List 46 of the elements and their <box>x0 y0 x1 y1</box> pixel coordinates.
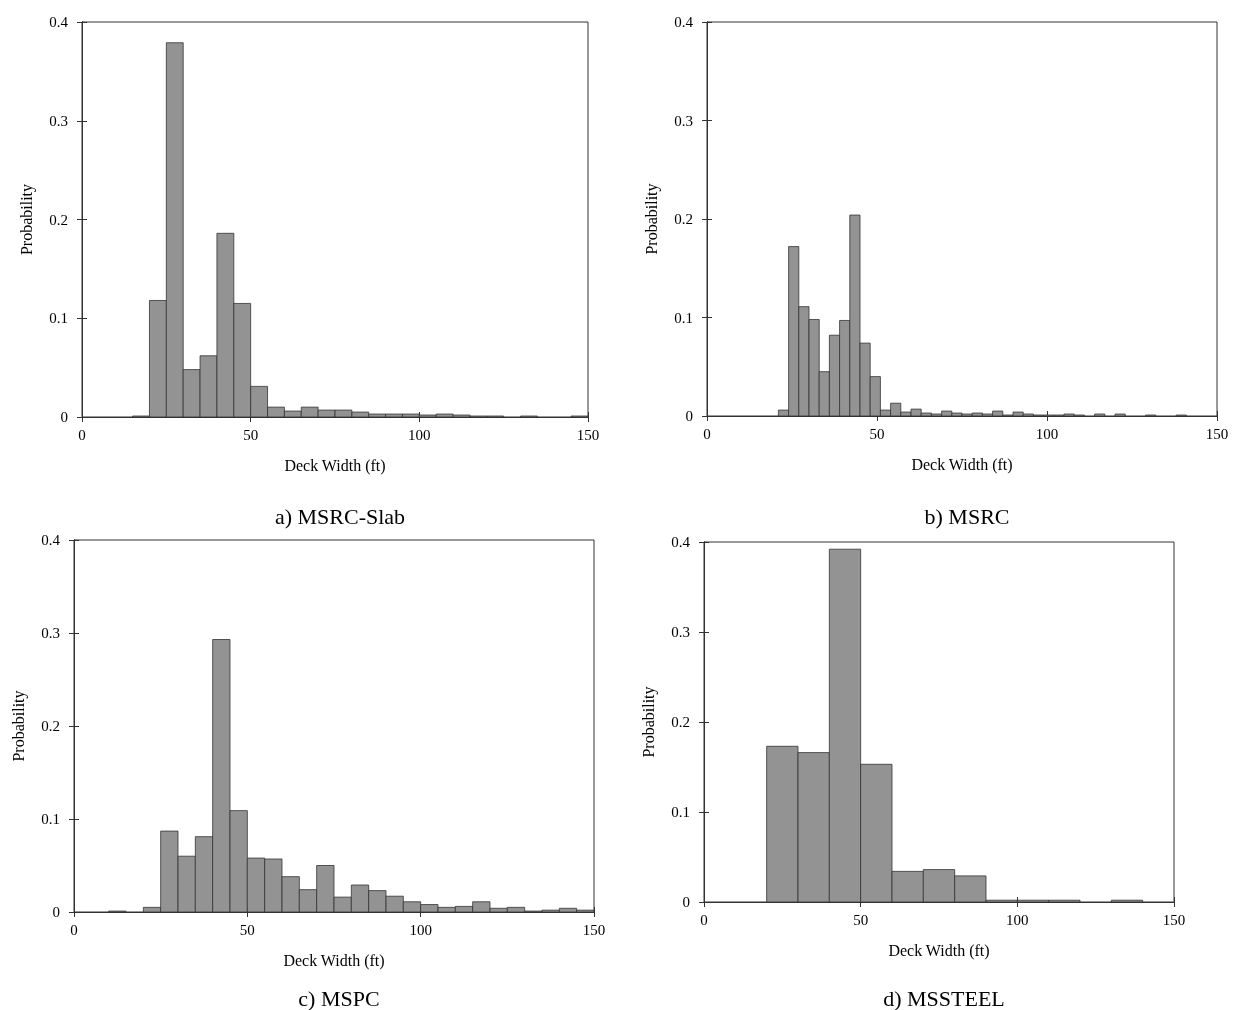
y-tick-label: 0.2 <box>49 211 68 228</box>
y-axis-title: Probability <box>9 690 28 762</box>
x-tick-label: 150 <box>1162 911 1186 928</box>
y-tick-label: 0.3 <box>674 112 693 129</box>
y-tick-label: 0.4 <box>674 14 694 30</box>
x-tick-label: 150 <box>582 921 606 938</box>
x-tick-label: 0 <box>78 426 86 443</box>
x-axis-title: Deck Width (ft) <box>911 455 1013 474</box>
y-tick-label: 0.2 <box>674 211 693 227</box>
x-tick-label: 50 <box>853 911 869 928</box>
text: d) MSSTEEL <box>883 985 1005 1010</box>
x-tick-label: 50 <box>239 921 255 938</box>
x-tick-label: 100 <box>1006 911 1029 928</box>
x-tick-label: 150 <box>1205 425 1229 442</box>
x-tick-label: 100 <box>408 426 431 443</box>
text: c) MSPC <box>298 985 380 1010</box>
y-tick-label: 0.2 <box>671 714 690 730</box>
text: a) MSRC-Slab <box>274 503 406 529</box>
x-tick-label: 50 <box>869 425 885 442</box>
text: b) MSRC <box>924 503 1010 529</box>
y-tick-label: 0.1 <box>674 309 693 326</box>
y-tick-label: 0.4 <box>41 532 61 548</box>
y-axis-title: Probability <box>642 183 661 255</box>
y-tick-label: 0.1 <box>671 804 690 820</box>
x-axis-title: Deck Width (ft) <box>283 951 385 970</box>
x-tick-label: 50 <box>243 426 259 443</box>
y-tick-label: 0.3 <box>41 625 60 641</box>
y-tick-label: 0.2 <box>41 718 60 734</box>
x-tick-label: 0 <box>703 425 711 442</box>
y-axis-title: Probability <box>639 686 658 758</box>
x-tick-label: 0 <box>700 911 708 928</box>
y-tick-label: 0 <box>682 894 690 910</box>
y-tick-label: 0 <box>685 408 693 424</box>
x-tick-label: 100 <box>1035 425 1059 442</box>
y-tick-label: 0.3 <box>671 624 690 640</box>
x-tick-label: 100 <box>409 921 432 938</box>
y-tick-label: 0.4 <box>671 534 691 550</box>
x-tick-label: 150 <box>576 426 600 443</box>
y-tick-label: 0.3 <box>49 112 68 129</box>
y-tick-label: 0 <box>60 409 68 425</box>
y-tick-label: 0.4 <box>49 14 69 30</box>
y-tick-label: 0.1 <box>49 310 68 327</box>
x-axis-title: Deck Width (ft) <box>888 941 990 960</box>
y-axis-title: Probability <box>17 183 36 256</box>
x-axis-title: Deck Width (ft) <box>284 456 386 475</box>
y-tick-label: 0.1 <box>41 811 60 827</box>
